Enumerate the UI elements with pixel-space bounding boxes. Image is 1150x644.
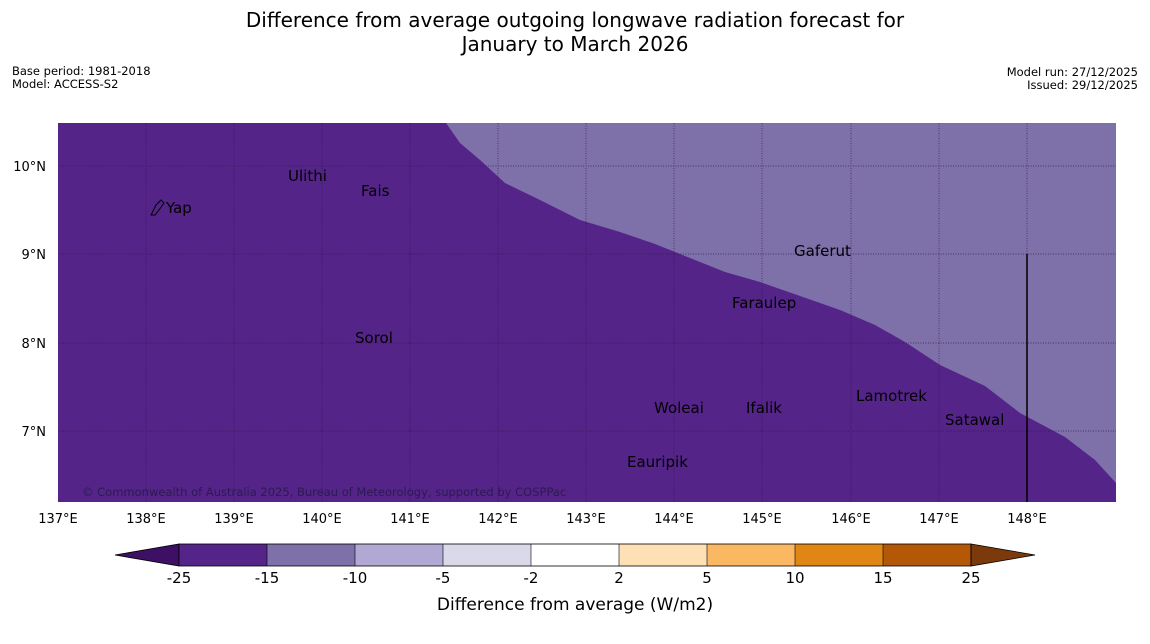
lon-label-144e: 144°E [654,512,694,527]
place-label-woleai: Woleai [654,399,704,417]
title-line-1: Difference from average outgoing longwav… [245,8,905,32]
issued-date: Issued: 29/12/2025 [1027,78,1138,92]
lon-label-141e: 141°E [390,512,430,527]
colorbar-outline [178,543,972,567]
model-name: Model: ACCESS-S2 [12,77,119,91]
colorbar-tick-labels: -25 -15 -10 -5 -2 2 5 10 15 25 [167,569,981,587]
colorbar-tick-neg2: -2 [524,569,539,587]
colorbar-tick-2: 2 [614,569,624,587]
place-labels: Yap Ulithi Fais Gaferut Faraulep Sorol W… [165,167,1004,471]
lat-label-10n: 10°N [13,160,46,175]
yap-island-outline [150,199,165,216]
colorbar-tick-15: 15 [873,569,892,587]
colorbar-band-6 [619,544,707,566]
place-label-ifalik: Ifalik [746,399,782,417]
colorbar-tick-neg5: -5 [436,569,451,587]
colorbar-tick-5: 5 [702,569,712,587]
colorbar-extend-low [114,543,180,567]
lon-label-145e: 145°E [742,512,782,527]
title-line-2: January to March 2026 [461,32,689,56]
colorbar-dividers [266,544,884,566]
lon-label-146e: 146°E [831,512,871,527]
colorbar-band-8 [795,544,883,566]
colorbar-extend-high [970,543,1036,567]
lon-label-138e: 138°E [126,512,166,527]
colorbar-tick-neg10: -10 [343,569,368,587]
model-run: Model run: 27/12/2025 [1006,65,1138,79]
colorbar-tick-neg15: -15 [255,569,280,587]
lon-label-147e: 147°E [919,512,959,527]
colorbar-band-9 [883,544,971,566]
colorbar-tick-10: 10 [785,569,804,587]
place-label-lamotrek: Lamotrek [856,387,927,405]
lon-label-137e: 137°E [38,512,78,527]
colorbar-tick-25: 25 [961,569,980,587]
lat-label-8n: 8°N [22,337,47,352]
metadata-right: Model run: 27/12/2025 Issued: 29/12/2025 [1007,66,1138,92]
place-label-ulithi: Ulithi [288,167,327,185]
place-label-sorol: Sorol [355,329,393,347]
map-panel: Yap Ulithi Fais Gaferut Faraulep Sorol W… [58,123,1116,502]
lon-label-148e: 148°E [1007,512,1047,527]
base-period: Base period: 1981-2018 [12,64,151,78]
place-label-eauripik: Eauripik [627,453,688,471]
anomaly-region-moderate [446,123,1116,483]
colorbar-band-2 [267,544,355,566]
place-label-faraulep: Faraulep [732,294,796,312]
colorbar-band-7 [707,544,795,566]
colorbar-band-1 [179,544,267,566]
latitude-axis: 10°N 9°N 8°N 7°N [13,160,46,440]
lat-label-9n: 9°N [22,248,47,263]
lon-label-140e: 140°E [302,512,342,527]
lon-label-142e: 142°E [478,512,518,527]
lon-label-139e: 139°E [214,512,254,527]
place-label-satawal: Satawal [945,411,1004,429]
colorbar-title: Difference from average (W/m2) [437,595,713,615]
graticule [58,123,1116,502]
lon-label-143e: 143°E [566,512,606,527]
place-label-yap: Yap [165,199,192,217]
colorbar-band-3 [355,544,443,566]
place-label-gaferut: Gaferut [794,242,851,260]
place-label-fais: Fais [361,182,390,200]
colorbar: -25 -15 -10 -5 -2 2 5 10 15 25 Differenc… [114,543,1036,615]
colorbar-band-5 [531,544,619,566]
chart-title: Difference from average outgoing longwav… [0,8,1150,56]
colorbar-tick-neg25: -25 [167,569,192,587]
copyright-notice: © Commonwealth of Australia 2025, Bureau… [82,485,566,499]
longitude-axis: 137°E 138°E 139°E 140°E 141°E 142°E 143°… [38,512,1047,527]
lat-label-7n: 7°N [22,425,47,440]
colorbar-band-4 [443,544,531,566]
metadata-left: Base period: 1981-2018 Model: ACCESS-S2 [12,65,151,91]
